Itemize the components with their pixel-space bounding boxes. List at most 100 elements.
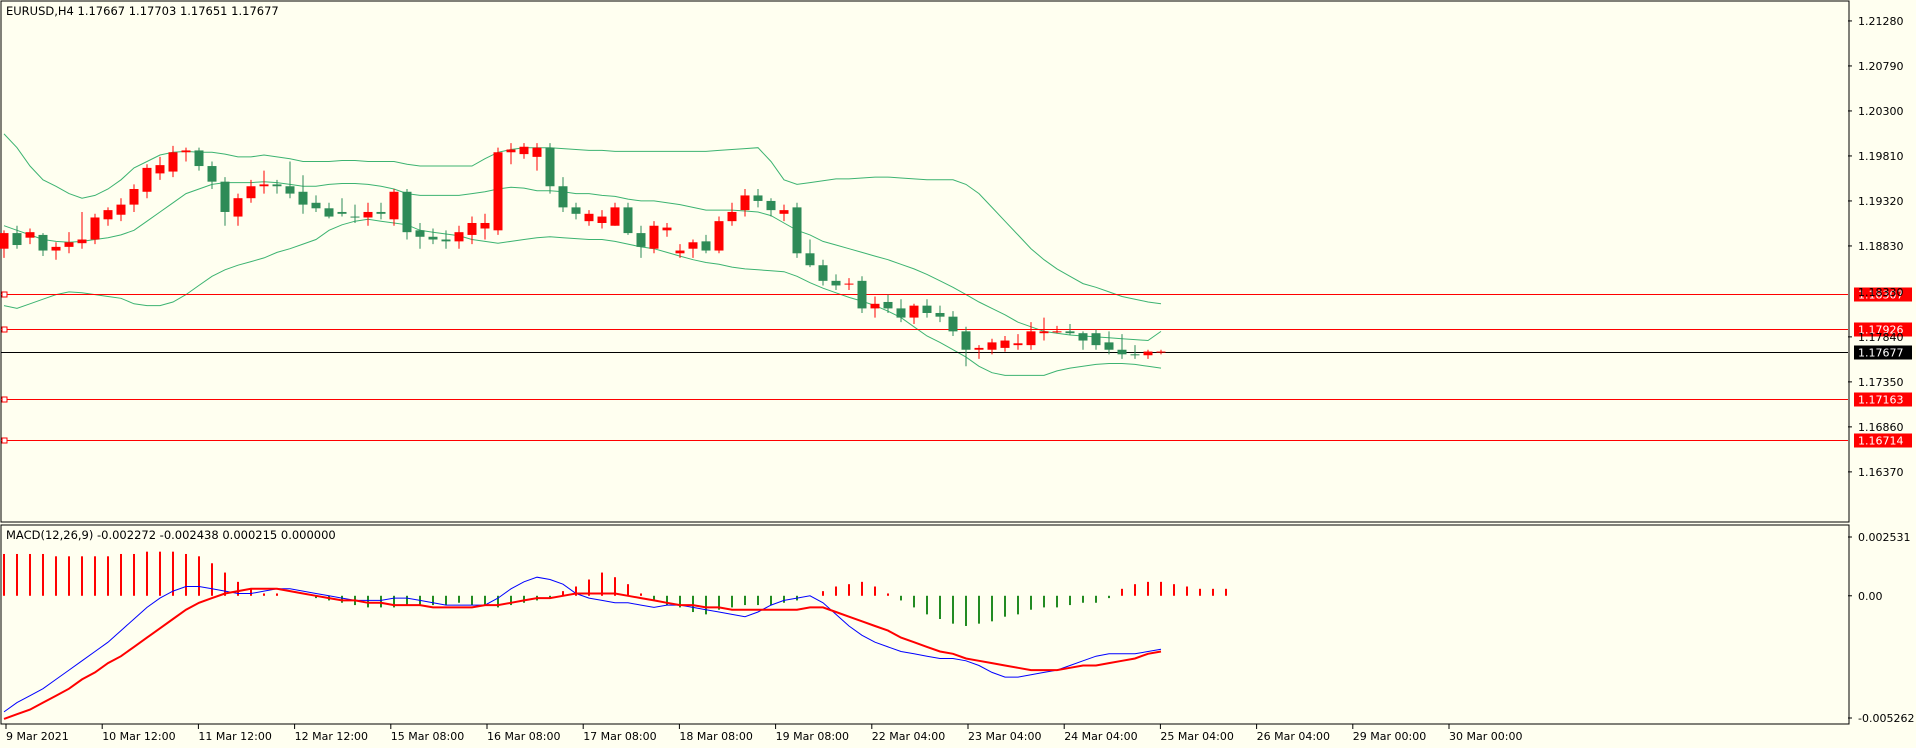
candle-body bbox=[168, 152, 178, 172]
candle-body bbox=[25, 232, 35, 238]
time-tick-label: 10 Mar 12:00 bbox=[102, 730, 175, 743]
time-tick-label: 24 Mar 04:00 bbox=[1064, 730, 1137, 743]
candle-body bbox=[38, 234, 48, 251]
candle-body bbox=[714, 221, 724, 251]
time-tick-label: 12 Mar 12:00 bbox=[295, 730, 368, 743]
candle-body bbox=[1117, 349, 1127, 355]
candle-body bbox=[675, 250, 685, 254]
price-tick-label: 1.18830 bbox=[1858, 240, 1904, 253]
price-pane-frame bbox=[0, 0, 1850, 523]
bollinger-lower-line bbox=[3, 218, 1162, 376]
candle-body bbox=[1013, 343, 1023, 346]
price-tick-label: 1.18330 bbox=[1858, 286, 1904, 299]
candle-body bbox=[558, 186, 568, 208]
time-tick-label: 11 Mar 12:00 bbox=[198, 730, 271, 743]
candle-body bbox=[1000, 340, 1010, 348]
macd-tick-label: 0.002531 bbox=[1858, 531, 1911, 544]
candle-body bbox=[857, 280, 867, 309]
candle-body bbox=[1078, 333, 1088, 341]
candle-body bbox=[467, 222, 477, 235]
candle-body bbox=[948, 316, 958, 332]
candle-body bbox=[1052, 331, 1062, 333]
candle-body bbox=[610, 207, 620, 226]
macd-signal-line bbox=[3, 587, 1162, 720]
candle-body bbox=[233, 198, 243, 217]
price-tick-label: 1.17840 bbox=[1858, 331, 1904, 344]
candle-body bbox=[571, 207, 581, 214]
candle-body bbox=[12, 233, 22, 246]
level-price-tag bbox=[1854, 287, 1912, 302]
current-price-tag bbox=[1854, 345, 1912, 360]
candle-body bbox=[532, 147, 542, 157]
candle-body bbox=[311, 202, 321, 209]
time-tick-label: 22 Mar 04:00 bbox=[872, 730, 945, 743]
candle-body bbox=[753, 195, 763, 201]
candle-body bbox=[883, 301, 893, 309]
candle-body bbox=[519, 146, 529, 155]
candle-body bbox=[688, 242, 698, 249]
horizontal-levels[interactable]: 1.18307 1.17926 1.17163 1.16714 1.17677 bbox=[1, 287, 1912, 448]
current-price-label: 1.17677 bbox=[1858, 347, 1904, 360]
candle-body bbox=[142, 167, 152, 192]
candle-body bbox=[1065, 331, 1075, 334]
time-tick-label: 9 Mar 2021 bbox=[6, 730, 69, 743]
time-tick-label: 17 Mar 08:00 bbox=[583, 730, 656, 743]
candle-body bbox=[961, 331, 971, 350]
price-tick-label: 1.16370 bbox=[1858, 466, 1904, 479]
candle-body bbox=[649, 225, 659, 249]
price-tick-label: 1.17350 bbox=[1858, 376, 1904, 389]
candle-body bbox=[194, 150, 204, 167]
level-price-label: 1.16714 bbox=[1858, 435, 1904, 448]
level-price-label: 1.17163 bbox=[1858, 394, 1904, 407]
candle-body bbox=[64, 242, 74, 247]
candle-body bbox=[974, 347, 984, 350]
time-tick-label: 29 Mar 00:00 bbox=[1353, 730, 1426, 743]
level-price-tag bbox=[1854, 433, 1912, 448]
candle-body bbox=[1026, 331, 1036, 346]
candle-body bbox=[246, 186, 256, 199]
time-axis: 9 Mar 2021 10 Mar 12:00 11 Mar 12:00 12 Mar… bbox=[5, 724, 1522, 743]
time-tick-label: 15 Mar 08:00 bbox=[391, 730, 464, 743]
candle-body bbox=[909, 305, 919, 318]
candle-body bbox=[402, 191, 412, 233]
candle-body bbox=[272, 184, 282, 187]
time-tick-label: 23 Mar 04:00 bbox=[968, 730, 1041, 743]
candle-body bbox=[350, 216, 360, 218]
candle-body bbox=[987, 342, 997, 350]
candle-body bbox=[870, 303, 880, 309]
candle-body bbox=[441, 239, 451, 242]
candle-body bbox=[220, 181, 230, 212]
time-tick-label: 16 Mar 08:00 bbox=[487, 730, 560, 743]
time-tick-label: 26 Mar 04:00 bbox=[1257, 730, 1330, 743]
time-tick-label: 30 Mar 00:00 bbox=[1449, 730, 1522, 743]
candle-body bbox=[155, 165, 165, 174]
candle-body bbox=[376, 211, 386, 214]
level-price-tag bbox=[1854, 392, 1912, 407]
candle-body bbox=[259, 184, 269, 187]
candle-body bbox=[285, 186, 295, 194]
candle-body bbox=[103, 210, 113, 220]
candle-body bbox=[415, 230, 425, 237]
candle-body bbox=[1130, 354, 1140, 356]
candle-body bbox=[636, 233, 646, 247]
candle-body bbox=[597, 216, 607, 223]
price-tick-label: 1.19810 bbox=[1858, 150, 1904, 163]
price-tick-label: 1.16860 bbox=[1858, 421, 1904, 434]
candle-body bbox=[779, 210, 789, 214]
candle-body bbox=[792, 207, 802, 254]
candle-body bbox=[363, 211, 373, 218]
candle-body bbox=[766, 200, 776, 211]
candle-body bbox=[727, 211, 737, 222]
macd-tick-label: 0.00 bbox=[1858, 590, 1883, 603]
candlesticks bbox=[0, 143, 1166, 367]
candle-body bbox=[51, 246, 61, 251]
macd-header: MACD(12,26,9) -0.002272 -0.002438 0.0002… bbox=[6, 528, 336, 542]
candle-body bbox=[389, 191, 399, 220]
candle-body bbox=[90, 217, 100, 240]
candle-body bbox=[337, 211, 347, 214]
candle-body bbox=[1039, 331, 1049, 334]
price-tick-label: 1.20790 bbox=[1858, 60, 1904, 73]
candle-body bbox=[1104, 342, 1114, 350]
